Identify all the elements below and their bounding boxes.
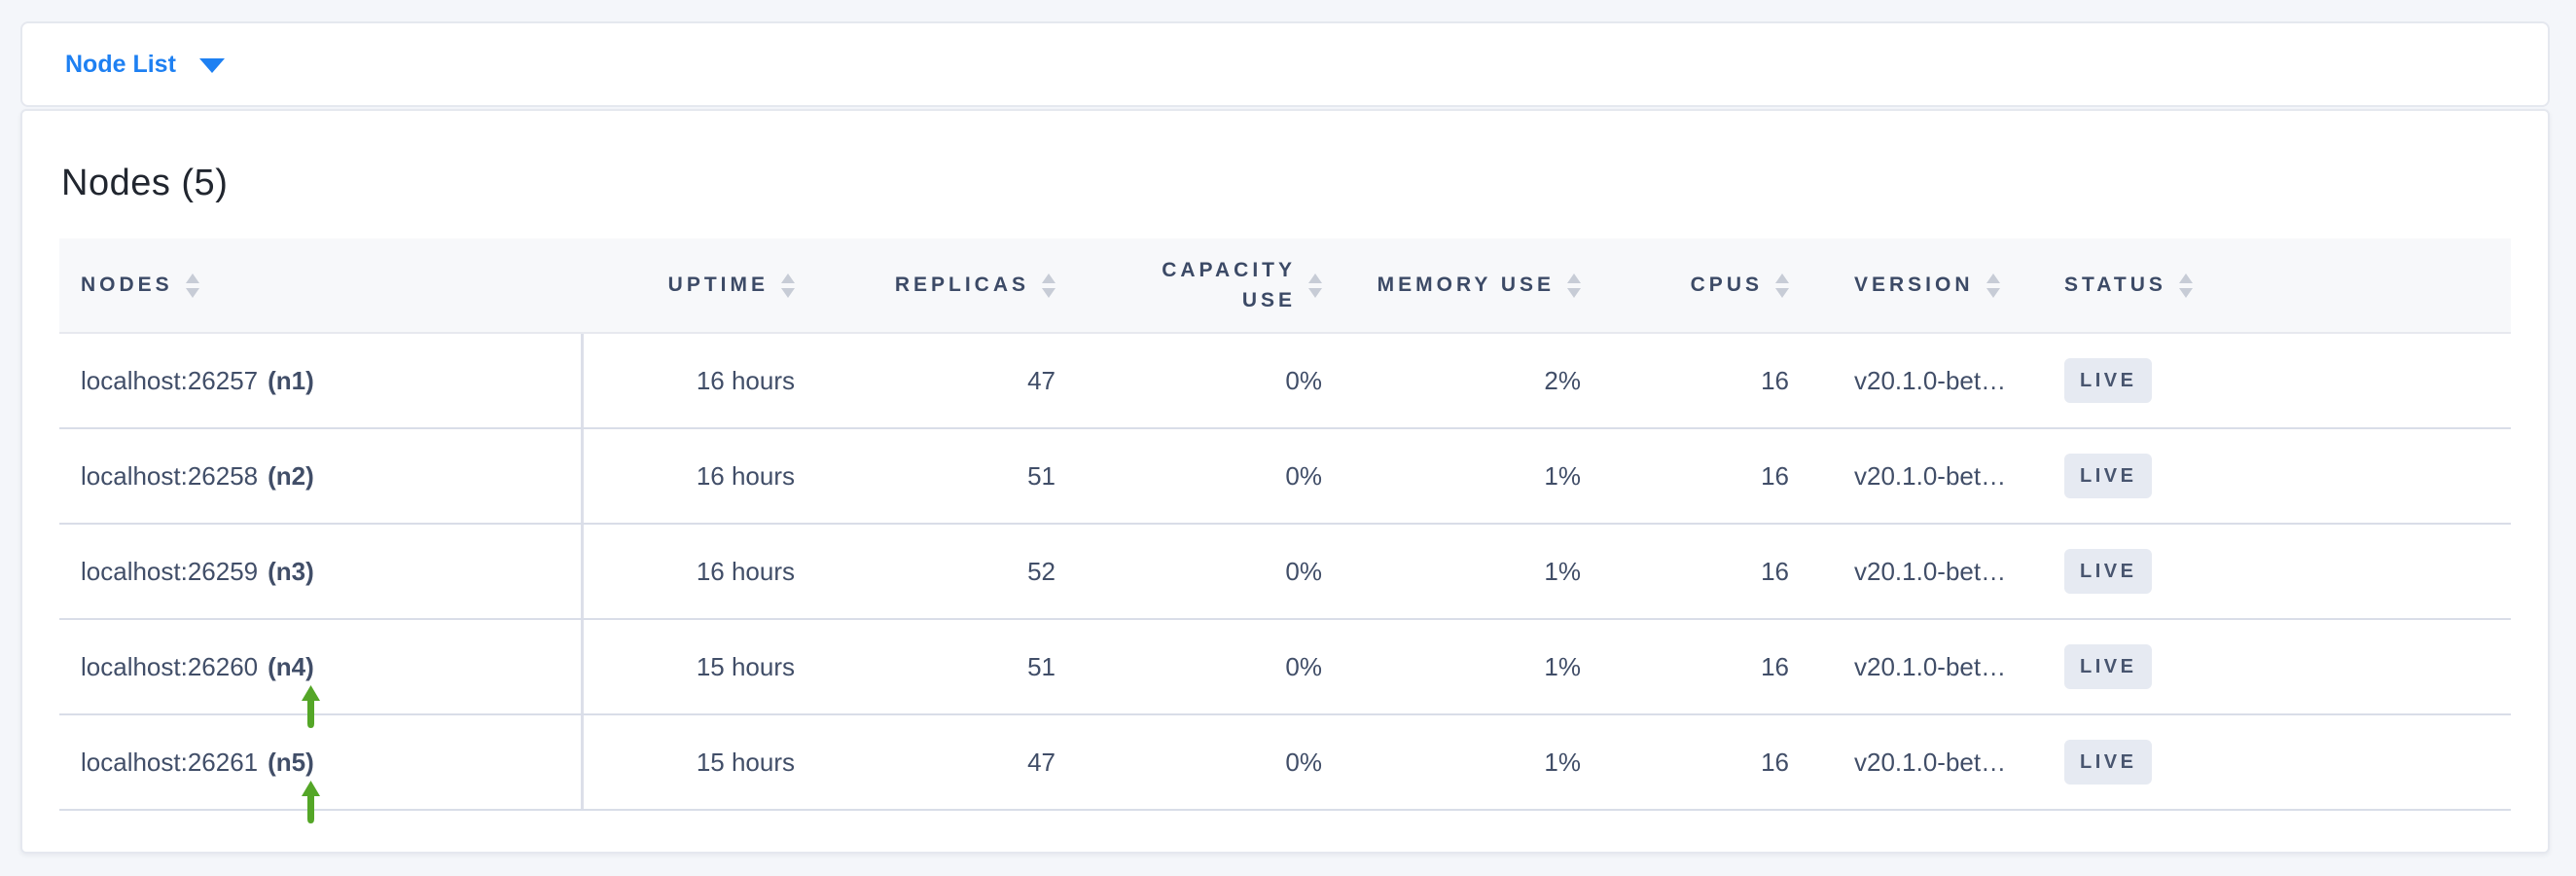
uptime-cell: 15 hours (581, 715, 816, 809)
node-address: localhost:26261 (81, 747, 259, 777)
node-list-dropdown[interactable]: Node List (65, 51, 225, 79)
version-cell: v20.1.0-bet… (1854, 747, 2007, 777)
capacity-use-cell: 0% (1285, 651, 1322, 681)
node-address: localhost:26258 (81, 460, 259, 491)
annotation-green-up-arrow-icon (302, 781, 320, 823)
cpus-cell: 16 (1761, 365, 1789, 395)
table-row: localhost:26257 (n1) 16 hours 47 0% 2% 1… (59, 334, 2511, 429)
status-cell: LIVE (2043, 715, 2511, 809)
nodes-card: Nodes (5) NODES UPTIME REPLICAS CAPACITY… (20, 109, 2550, 854)
capacity-use-cell: 0% (1285, 747, 1322, 777)
status-cell: LIVE (2043, 334, 2511, 427)
status-badge: LIVE (2064, 549, 2153, 594)
table-row: localhost:26258 (n2) 16 hours 51 0% 1% 1… (59, 429, 2511, 525)
node-address: localhost:26260 (81, 651, 259, 681)
memory-use-cell: 2% (1544, 365, 1581, 395)
status-cell: LIVE (2043, 429, 2511, 523)
memory-use-cell: 1% (1544, 651, 1581, 681)
sort-icon (1775, 273, 1789, 298)
status-badge: LIVE (2064, 740, 2153, 785)
version-cell: v20.1.0-bet… (1854, 365, 2007, 395)
node-list-dropdown-label: Node List (65, 50, 176, 78)
uptime-cell: 16 hours (581, 334, 816, 427)
replicas-cell: 52 (1027, 556, 1055, 586)
column-header-replicas[interactable]: REPLICAS (816, 238, 1077, 332)
uptime-cell: 16 hours (581, 429, 816, 523)
capacity-use-cell: 0% (1285, 460, 1322, 491)
node-address-cell[interactable]: localhost:26260 (n4) (59, 620, 581, 728)
column-header-memory-use[interactable]: MEMORY USE (1343, 238, 1602, 332)
sort-icon (1567, 273, 1581, 298)
node-address-cell[interactable]: localhost:26259 (n3) (59, 525, 581, 618)
node-address-cell[interactable]: localhost:26261 (n5) (59, 715, 581, 823)
node-address-cell[interactable]: localhost:26258 (n2) (59, 429, 581, 523)
nodes-table: NODES UPTIME REPLICAS CAPACITY USE MEMOR… (59, 238, 2511, 823)
sort-icon (1042, 273, 1055, 298)
status-cell: LIVE (2043, 525, 2511, 618)
view-selector-bar: Node List (20, 21, 2550, 107)
memory-use-cell: 1% (1544, 460, 1581, 491)
status-badge: LIVE (2064, 358, 2153, 403)
node-address-cell[interactable]: localhost:26257 (n1) (59, 334, 581, 427)
column-header-cpus[interactable]: CPUS (1602, 238, 1810, 332)
cpus-cell: 16 (1761, 556, 1789, 586)
table-row: localhost:26261 (n5) 15 hours 47 0% 1% 1… (59, 715, 2511, 823)
memory-use-cell: 1% (1544, 747, 1581, 777)
column-header-status[interactable]: STATUS (2043, 238, 2511, 332)
cpus-cell: 16 (1761, 651, 1789, 681)
cpus-cell: 16 (1761, 460, 1789, 491)
node-id: (n3) (268, 556, 314, 586)
column-header-capacity-use[interactable]: CAPACITY USE (1077, 238, 1343, 332)
capacity-use-cell: 0% (1285, 365, 1322, 395)
version-cell: v20.1.0-bet… (1854, 651, 2007, 681)
node-id: (n4) (268, 651, 314, 681)
sort-icon (1308, 273, 1322, 298)
replicas-cell: 47 (1027, 365, 1055, 395)
node-id: (n5) (268, 747, 314, 777)
replicas-cell: 51 (1027, 460, 1055, 491)
version-cell: v20.1.0-bet… (1854, 556, 2007, 586)
table-row: localhost:26260 (n4) 15 hours 51 0% 1% 1… (59, 620, 2511, 728)
node-address: localhost:26257 (81, 365, 259, 395)
capacity-use-cell: 0% (1285, 556, 1322, 586)
status-badge: LIVE (2064, 454, 2153, 498)
cpus-cell: 16 (1761, 747, 1789, 777)
table-row: localhost:26259 (n3) 16 hours 52 0% 1% 1… (59, 525, 2511, 620)
version-cell: v20.1.0-bet… (1854, 460, 2007, 491)
page-title: Nodes (5) (61, 163, 229, 203)
column-header-version[interactable]: VERSION (1810, 238, 2043, 332)
uptime-cell: 16 hours (581, 525, 816, 618)
memory-use-cell: 1% (1544, 556, 1581, 586)
sort-icon (185, 273, 199, 298)
status-cell: LIVE (2043, 620, 2511, 713)
sort-icon (781, 273, 795, 298)
annotation-green-up-arrow-icon (302, 685, 320, 728)
node-id: (n2) (268, 460, 314, 491)
column-header-uptime[interactable]: UPTIME (581, 238, 816, 332)
replicas-cell: 51 (1027, 651, 1055, 681)
table-header-row: NODES UPTIME REPLICAS CAPACITY USE MEMOR… (59, 238, 2511, 334)
node-address: localhost:26259 (81, 556, 259, 586)
chevron-down-icon (198, 58, 225, 73)
node-id: (n1) (268, 365, 314, 395)
status-badge: LIVE (2064, 644, 2153, 689)
column-header-nodes[interactable]: NODES (59, 238, 581, 332)
replicas-cell: 47 (1027, 747, 1055, 777)
sort-icon (2178, 273, 2193, 298)
sort-icon (1986, 273, 2000, 298)
uptime-cell: 15 hours (581, 620, 816, 713)
